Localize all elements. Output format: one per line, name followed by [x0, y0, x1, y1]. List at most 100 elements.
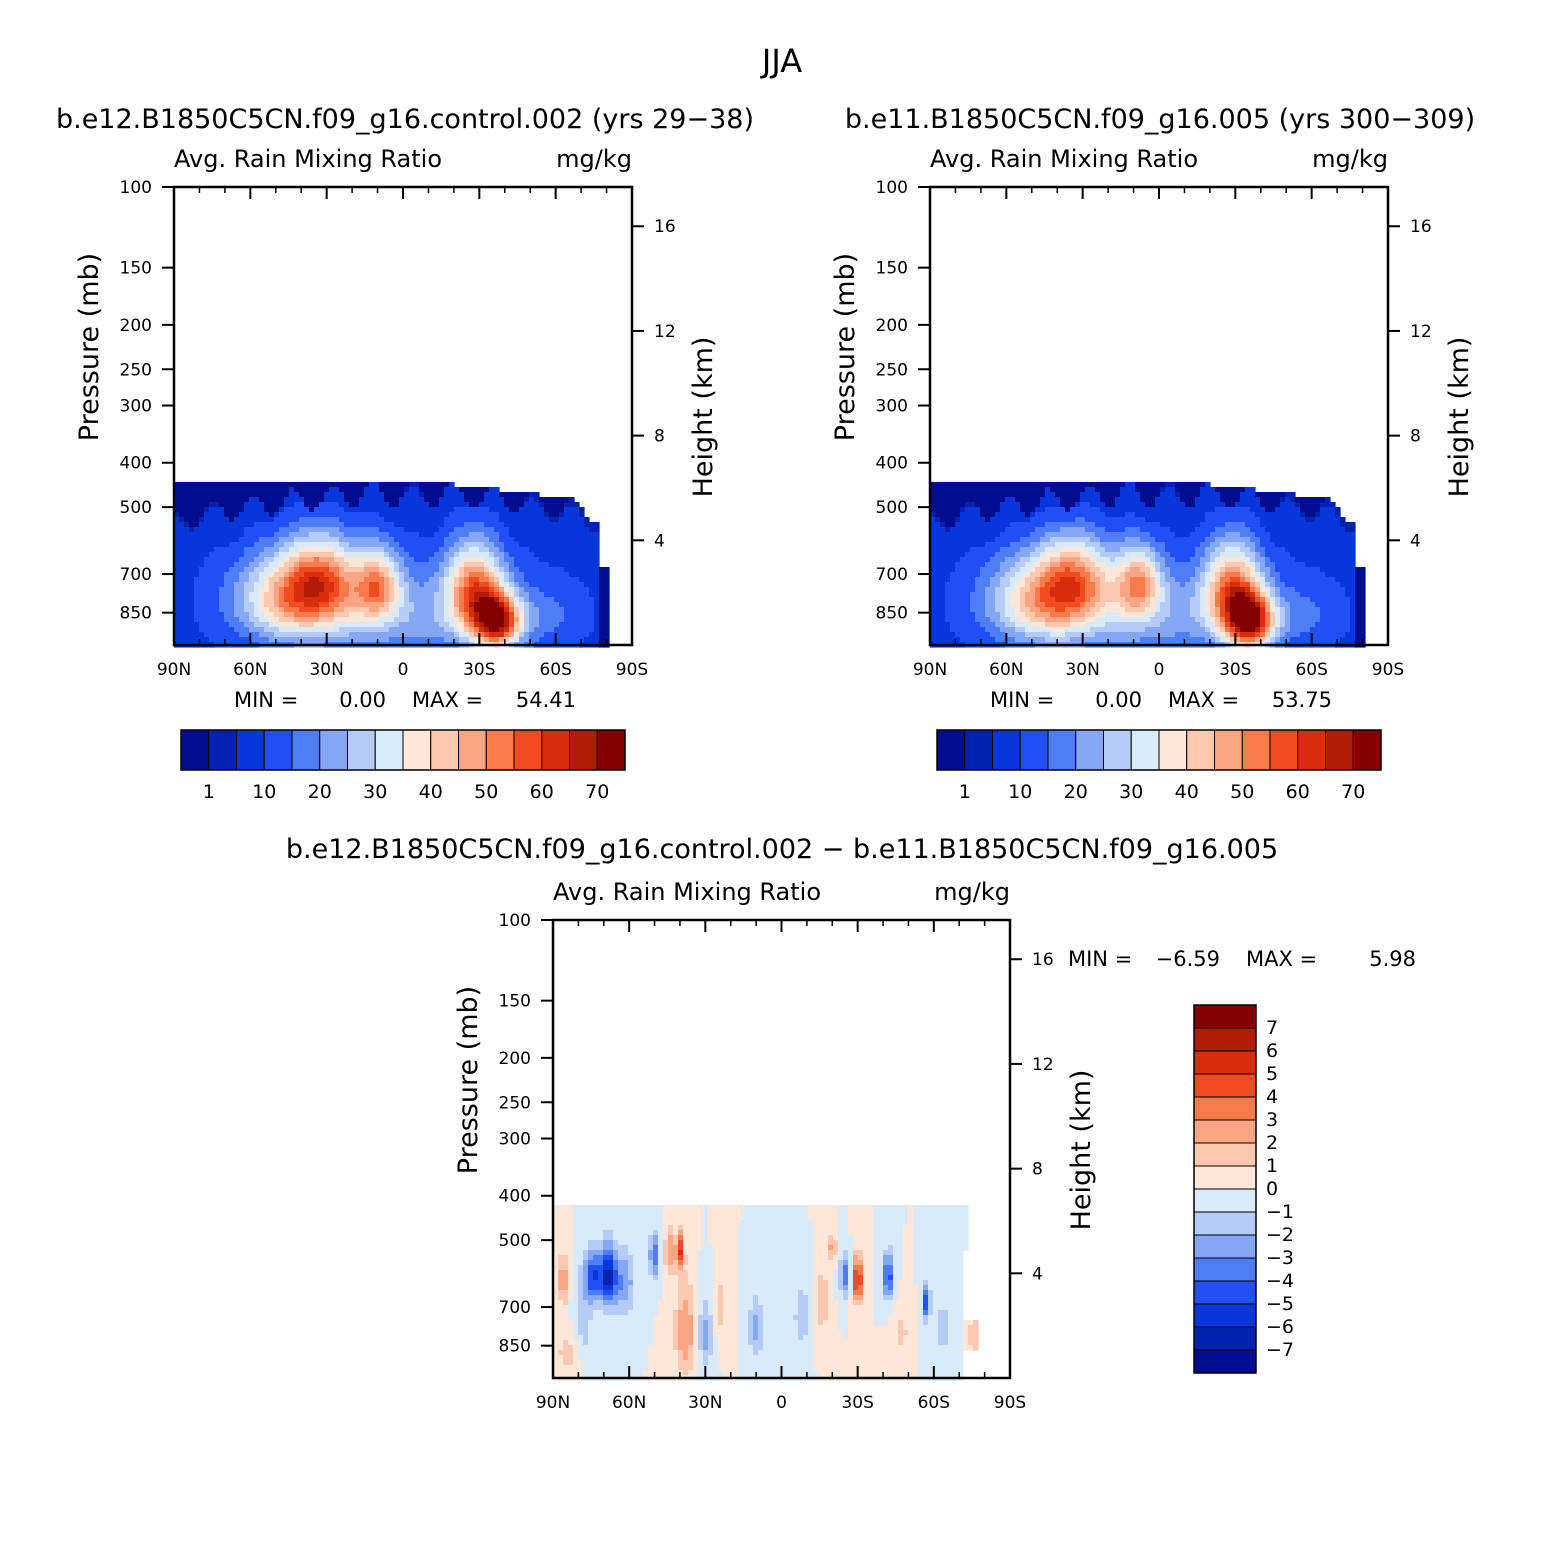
heatmap-cell: [553, 1235, 574, 1241]
heatmap-cell: [613, 1250, 619, 1256]
heatmap-cell: [1040, 557, 1051, 563]
y-tick-label: 500: [120, 498, 152, 518]
heatmap-cell: [813, 1300, 819, 1306]
heatmap-cell: [633, 1305, 659, 1311]
heatmap-cell: [564, 607, 595, 613]
heatmap-cell: [289, 547, 300, 553]
heatmap-cell: [713, 1285, 719, 1291]
heatmap-cell: [1260, 622, 1266, 628]
heatmap-cell: [1240, 547, 1251, 553]
heatmap-cell: [945, 527, 951, 533]
heatmap-cell: [439, 622, 450, 628]
heatmap-cell: [519, 622, 525, 628]
heatmap-cell: [1110, 557, 1116, 563]
panel-difference: b.e12.B1850C5CN.f09_g16.control.002 − b.…: [286, 834, 1416, 1413]
heatmap-cell: [419, 482, 450, 488]
heatmap-cell: [384, 492, 405, 498]
heatmap-cell: [314, 557, 320, 563]
heatmap-cell: [838, 1270, 844, 1276]
heatmap-cell: [553, 1300, 564, 1306]
heatmap-cell: [1060, 502, 1076, 508]
heatmap-cell: [504, 552, 510, 558]
heatmap-cell: [678, 1280, 689, 1286]
heatmap-cell: [808, 1315, 814, 1321]
x-tick-label: 90N: [536, 1393, 570, 1413]
heatmap-cell: [1015, 587, 1021, 593]
heatmap-cell: [1235, 637, 1241, 643]
colorbar-box: [485, 729, 515, 771]
heatmap-cell: [239, 577, 250, 583]
heatmap-cell: [873, 1210, 909, 1216]
heatmap-cell: [963, 1320, 974, 1326]
heatmap-cell: [1160, 562, 1166, 568]
heatmap-cell: [1085, 577, 1091, 583]
heatmap-cell: [209, 502, 220, 508]
heatmap-cell: [259, 587, 270, 593]
heatmap-cell: [1090, 557, 1096, 563]
heatmap-cell: [1045, 572, 1056, 578]
heatmap-cell: [519, 587, 525, 593]
heatmap-cell: [863, 1285, 874, 1291]
heatmap-cell: [229, 517, 235, 523]
heatmap-cell: [174, 557, 205, 563]
heatmap-cell: [883, 1285, 889, 1291]
heatmap-cell: [539, 622, 560, 628]
heatmap-cell: [1045, 602, 1081, 608]
heatmap-cell: [459, 587, 465, 593]
heatmap-cell: [718, 1345, 739, 1351]
heatmap-cell: [753, 1330, 759, 1336]
heatmap-cell: [1275, 507, 1301, 513]
heatmap-cell: [653, 1315, 674, 1321]
heatmap-cell: [1195, 527, 1216, 533]
heatmap-cell: [713, 1305, 719, 1311]
heatmap-cell: [603, 1270, 614, 1276]
heatmap-cell: [863, 1260, 874, 1266]
heatmap-cell: [985, 562, 1001, 568]
heatmap-cell: [449, 547, 460, 553]
heatmap-cell: [464, 582, 470, 588]
heatmap-cell: [464, 542, 485, 548]
heatmap-cell: [194, 607, 220, 613]
heatmap-cell: [1280, 602, 1291, 608]
heatmap-cell: [1350, 602, 1356, 608]
heatmap-cell: [514, 572, 525, 578]
heatmap-cell: [1240, 572, 1246, 578]
heatmap-cell: [918, 1295, 924, 1301]
heatmap-cell: [1105, 512, 1126, 518]
heatmap-cell: [314, 622, 335, 628]
heatmap-cell: [534, 552, 600, 558]
heatmap-cell: [1090, 552, 1101, 558]
heatmap-cell: [1190, 602, 1201, 608]
heatmap-cell: [504, 632, 510, 638]
y-tick-label: 850: [120, 604, 152, 624]
heatmap-cell: [648, 1365, 679, 1371]
colorbar-box: [1075, 729, 1104, 771]
heatmap-cell: [898, 1340, 904, 1346]
heatmap-cell: [384, 557, 390, 563]
heatmap-cell: [813, 1355, 919, 1361]
heatmap-cell: [529, 617, 540, 623]
heatmap-cell: [239, 512, 270, 518]
heatmap-cell: [509, 602, 515, 608]
heatmap-cell: [808, 1325, 814, 1331]
heatmap-cell: [1245, 587, 1251, 593]
heatmap-cell: [194, 617, 225, 623]
x-tick-label: 60N: [233, 660, 267, 680]
heatmap-cell: [569, 497, 575, 503]
heatmap-cell: [990, 632, 1006, 638]
heatmap-cell: [1155, 537, 1206, 543]
heatmap-cell: [1265, 627, 1271, 633]
heatmap-cell: [708, 1305, 714, 1311]
heatmap-cell: [474, 597, 480, 603]
heatmap-cell: [1100, 552, 1126, 558]
heatmap-cell: [753, 1295, 759, 1301]
heatmap-cell: [970, 602, 986, 608]
colorbar-box: [458, 729, 487, 771]
heatmap-cell: [599, 632, 610, 638]
heatmap-cell: [703, 1345, 709, 1351]
heatmap-cell: [1160, 592, 1166, 598]
heatmap-cell: [1000, 617, 1011, 623]
heatmap-cell: [1345, 527, 1356, 533]
heatmap-cell: [479, 637, 485, 643]
heatmap-cell: [259, 632, 275, 638]
